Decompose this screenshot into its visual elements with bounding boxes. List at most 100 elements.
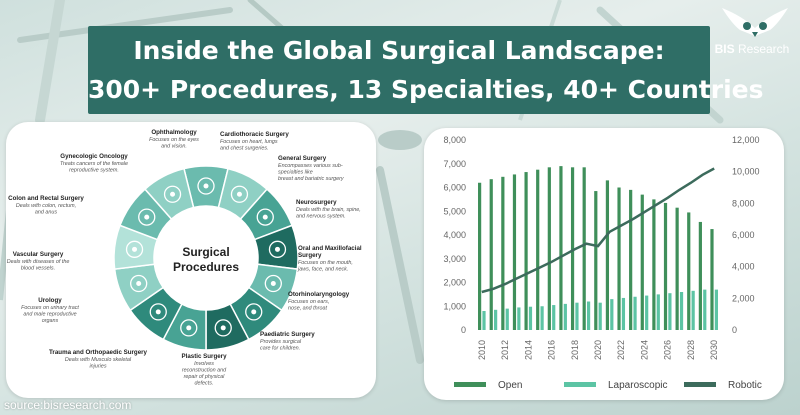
bar-open [640,194,644,330]
specialty-description: and male reproductive [23,312,76,318]
y-left-tick-label: 7,000 [443,159,466,169]
bar-open [710,229,714,330]
y-left-tick-label: 5,000 [443,206,466,216]
y-right-tick-label: 12,000 [732,135,760,145]
wheel-center [157,209,255,307]
legend-swatch [454,382,486,387]
kidney-icon [130,274,148,293]
y-left-tick-label: 4,000 [443,230,466,240]
source-credit: source:bisresearch.com [4,398,132,412]
specialty-description: and nervous system. [296,214,346,220]
bar-laparoscopic [540,306,544,330]
y-right-tick-label: 10,000 [732,167,760,177]
wheel-center-line-1: Surgical [182,245,229,259]
x-tick-label: 2018 [570,340,580,360]
y-left-tick-label: 2,000 [443,278,466,288]
specialty-description: Deals with colon, rectum, [16,203,76,209]
specialty-name: General Surgery [278,155,327,162]
bar-open [559,166,563,330]
specialty-name: Otorhinolaryngology [288,291,350,298]
specialty-name: Ophthalmology [151,129,197,136]
heart-icon [230,185,249,203]
logo-text: BIS Research [702,42,800,56]
bar-laparoscopic [586,301,591,330]
x-tick-label: 2010 [477,340,487,360]
wheel-center-line-2: Procedures [173,260,239,274]
bar-laparoscopic [656,294,660,330]
bar-laparoscopic [528,306,533,330]
specialty-description: repair of physical [184,374,226,380]
y-left-tick-label: 1,000 [443,301,466,311]
bar-open [501,176,505,330]
line-robotic [481,167,715,294]
specialty-description: Encompasses various sub- [278,163,343,169]
x-tick-label: 2020 [593,340,603,360]
bar-open [524,172,528,330]
specialty-description: blood vessels. [21,266,55,272]
specialty-description: Involves [194,361,214,367]
specialty-description: Focuses on ears, [288,299,329,305]
x-tick-label: 2026 [663,340,673,360]
uterus-icon [163,185,182,203]
specialty-name: Paediatric Surgery [260,331,315,338]
legend-label: Robotic [728,380,762,391]
chart-panel: 0 1,000 2,000 3,000 4,000 5,000 6,000 7,000 8,00… [424,128,784,400]
bar-open [605,180,610,330]
x-tick-label: 2016 [547,340,557,360]
specialty-description: and vision. [161,144,187,150]
specialty-description: breast and bariatric surgery [278,176,344,182]
specialties-panel: Ophthalmology Focuses on the eyes and visi… [6,122,376,398]
specialty-description: Treats cancers of the female [60,161,128,167]
specialty-description: specialties like [278,170,313,176]
specialty-description: reconstruction and [182,368,227,374]
specialty-description: defects. [195,381,214,387]
title-line-2: 300+ Procedures, 13 Specialties, 40+ Cou… [88,75,764,104]
bar-laparoscopic [563,303,567,330]
x-tick-label: 2024 [639,340,649,360]
bar-laparoscopic [552,305,556,330]
bar-laparoscopic [714,289,718,330]
specialty-description: Deals with diseases of the [7,259,70,265]
specialty-description: Focuses on heart, lungs [220,139,278,145]
x-tick-label: 2028 [686,340,696,360]
specialty-description: Focuses on urinary tract [21,305,79,311]
x-tick-label: 2012 [500,340,510,360]
y-left-tick-label: 8,000 [443,135,466,145]
bar-open [629,189,633,330]
bar-laparoscopic [703,289,707,330]
specialty-name: Trauma and Orthopaedic Surgery [49,349,148,356]
child-icon [214,319,232,337]
y-left-tick-label: 0 [461,325,466,335]
face-icon [180,319,198,337]
bar-laparoscopic [621,297,626,330]
bone-icon [149,303,167,321]
title-line-1: Inside the Global Surgical Landscape: [133,36,665,65]
owl-logo-icon [722,8,788,37]
specialty-description: and chest surgeries. [220,146,269,152]
legend-swatch [564,382,596,387]
specialty-name: Plastic Surgery [181,353,227,360]
bar-laparoscopic [645,295,649,330]
y-left-tick-label: 6,000 [443,183,466,193]
y-right-tick-label: 0 [732,325,737,335]
specialty-description: and anus [35,210,57,216]
bar-open [547,167,551,330]
specialty-description: injuries [89,364,106,370]
bar-open [582,167,586,330]
eye-icon [197,177,215,195]
bar-open [698,221,702,330]
specialty-description: care for children. [260,346,300,352]
specialty-description: Focuses on the eyes [149,137,199,143]
title-banner: Inside the Global Surgical Landscape: 30… [88,26,764,114]
bar-laparoscopic [610,299,614,330]
specialty-name: Urology [38,297,62,304]
wheel-segment-uterus [143,167,195,221]
legend-label: Open [498,380,522,391]
bar-laparoscopic [633,296,637,330]
bar-open [652,199,656,330]
bar-open [594,191,598,330]
specialty-name: Neurosurgery [296,199,337,206]
logo-text-rest: Research [734,42,790,56]
x-tick-label: 2022 [616,340,626,360]
